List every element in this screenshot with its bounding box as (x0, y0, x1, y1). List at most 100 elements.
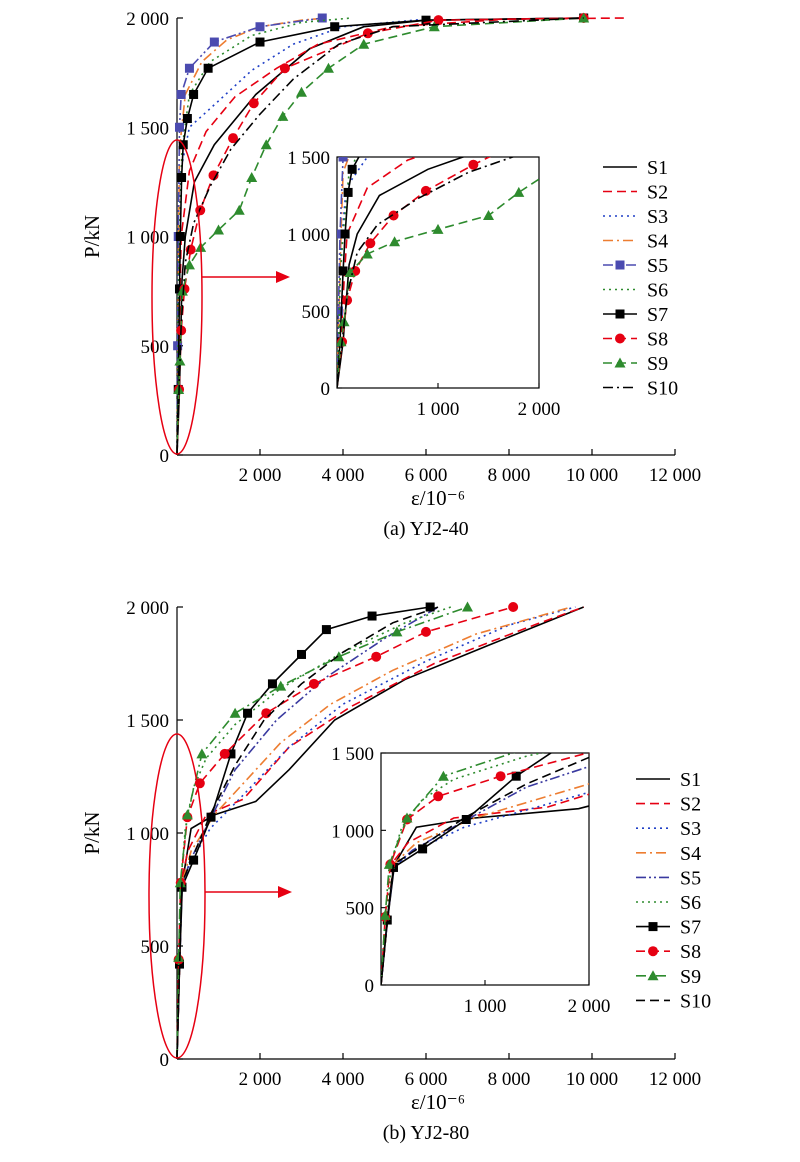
data-point-square (255, 37, 265, 47)
x-tick-label: 6 000 (405, 1069, 448, 1090)
y-tick-label: 1 000 (126, 228, 169, 249)
data-point-square (338, 157, 348, 162)
x-tick-label: 12 000 (649, 465, 701, 486)
data-point-square (176, 89, 186, 99)
y-tick-label: 2 000 (126, 598, 169, 619)
data-point-square (358, 146, 367, 155)
inset-frame (336, 156, 540, 389)
data-point-square (689, 704, 698, 713)
zoom-arrow-head (276, 271, 290, 283)
data-point-square (363, 111, 372, 120)
series-markers-s9 (381, 704, 792, 920)
series-line-s10 (176, 606, 439, 1060)
x-tick-label: 8 000 (488, 465, 531, 486)
data-point-circle (615, 333, 625, 344)
highlight-ellipse (151, 139, 203, 455)
series-line-s9 (381, 753, 516, 985)
legend-entry-s8: S8 (636, 941, 701, 963)
data-point-square (182, 114, 192, 124)
legend-entry-s8: S8 (603, 329, 668, 351)
data-point-circle (595, 110, 605, 120)
data-point-triangle (174, 877, 186, 888)
data-point-square (648, 922, 658, 932)
highlight-ellipse (148, 733, 206, 1059)
legend-entry-s2: S2 (636, 794, 701, 816)
data-point-square (461, 815, 471, 825)
main-series-group (173, 601, 584, 1060)
zoom-arrow-head (278, 886, 292, 898)
data-point-square (317, 13, 327, 23)
series-line-s1 (176, 17, 584, 456)
legend-entry-s6: S6 (636, 892, 701, 914)
data-point-square (511, 771, 521, 781)
legend-label: S9 (680, 966, 701, 988)
inset-y-tick-label: 1 000 (287, 225, 330, 246)
legend-label: S3 (680, 818, 701, 840)
data-point-square (203, 63, 213, 73)
data-point-square (425, 602, 435, 612)
inset-y-tick-label: 1 500 (287, 148, 330, 169)
data-point-square (175, 232, 185, 241)
inset-plot: 0 500 1 000 1 500 1 000 2 000 (331, 704, 792, 1017)
inset-x-tick-label: 1 000 (417, 399, 460, 420)
legend-entry-s3: S3 (636, 818, 701, 840)
data-point-triangle (635, 127, 646, 137)
data-point-triangle (173, 951, 185, 962)
data-point-triangle (296, 86, 307, 97)
data-point-square (337, 306, 344, 316)
data-point-square (343, 187, 353, 197)
inset-x-tick-label: 2 000 (568, 996, 611, 1017)
legend-label: S2 (647, 182, 668, 204)
data-point-triangle (361, 248, 373, 259)
data-point-square (421, 15, 431, 25)
inset-series-group (381, 704, 792, 985)
data-point-triangle (437, 770, 449, 781)
legend-label: S4 (680, 843, 701, 865)
legend-label: S1 (647, 157, 668, 179)
legend-label: S9 (647, 353, 668, 375)
data-point-circle (208, 170, 219, 181)
data-point-square (347, 164, 357, 174)
legend-label: S4 (647, 231, 668, 253)
data-point-triangle (196, 748, 208, 759)
data-point-triangle (781, 704, 792, 714)
data-point-square (330, 22, 340, 32)
data-point-circle (248, 98, 259, 109)
y-tick-label: 2 000 (126, 9, 169, 30)
data-point-circle (421, 626, 431, 637)
y-axis-label: P/kN (80, 215, 104, 258)
legend-entry-s2: S2 (603, 182, 668, 204)
data-point-triangle (549, 164, 560, 174)
data-point-triangle (521, 743, 532, 753)
data-point-circle (279, 63, 290, 74)
x-tick-label: 6 000 (405, 465, 448, 486)
data-point-triangle (183, 259, 195, 270)
data-point-triangle (333, 651, 345, 662)
inset-y-tick-label: 1 500 (331, 744, 374, 765)
data-point-square (535, 92, 544, 101)
inset-y-tick-label: 500 (346, 899, 375, 920)
data-point-square (255, 22, 265, 32)
data-point-square (367, 611, 377, 621)
series-line-s6 (176, 606, 452, 1060)
data-point-triangle (432, 223, 444, 234)
data-point-square (189, 855, 199, 865)
x-axis-label: ε/10⁻⁶ (411, 486, 465, 510)
y-tick-label: 1 500 (126, 711, 169, 732)
data-point-triangle (636, 724, 647, 734)
data-point-square (615, 309, 625, 319)
data-point-triangle (358, 38, 370, 49)
data-point-circle (648, 946, 658, 957)
series-line-s1 (337, 157, 466, 388)
legend-label: S5 (647, 255, 668, 277)
data-point-square (177, 173, 187, 183)
data-point-triangle (246, 172, 258, 183)
series-line-s10 (381, 756, 589, 985)
data-point-triangle (344, 267, 356, 277)
data-point-square (615, 260, 625, 270)
legend-label: S3 (647, 206, 668, 228)
data-point-circle (495, 771, 506, 782)
data-point-triangle (589, 144, 600, 154)
